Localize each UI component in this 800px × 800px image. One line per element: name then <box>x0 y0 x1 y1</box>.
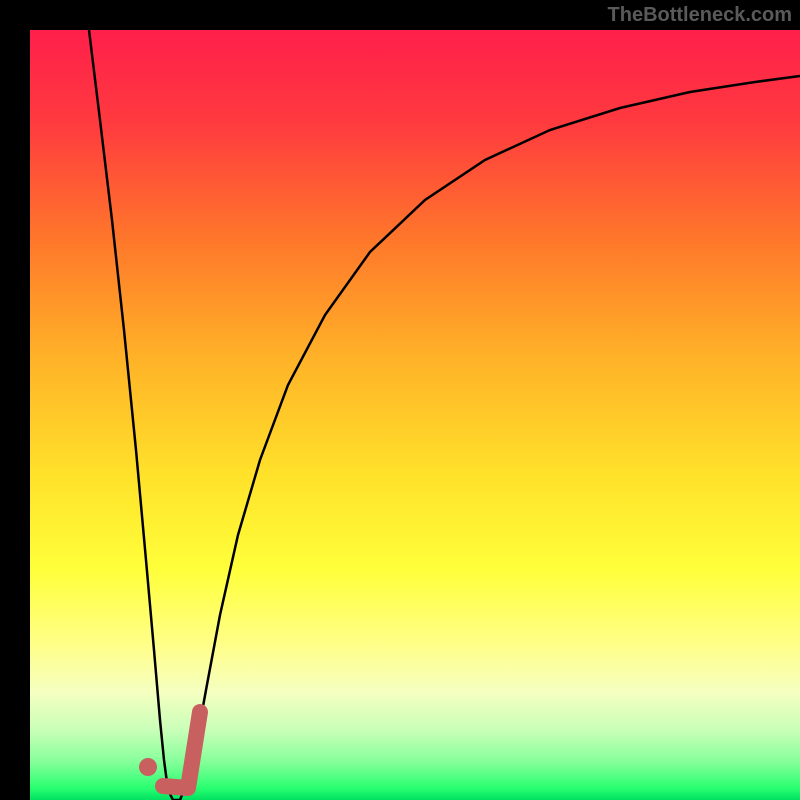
optimal-marker <box>139 712 200 788</box>
checkmark-tick <box>163 712 200 788</box>
plot-area <box>30 30 800 800</box>
curve-layer <box>30 30 800 800</box>
chart-container: TheBottleneck.com <box>0 0 800 800</box>
bottleneck-curve <box>89 30 800 800</box>
watermark-text: TheBottleneck.com <box>608 4 792 27</box>
checkmark-dot <box>139 758 157 776</box>
